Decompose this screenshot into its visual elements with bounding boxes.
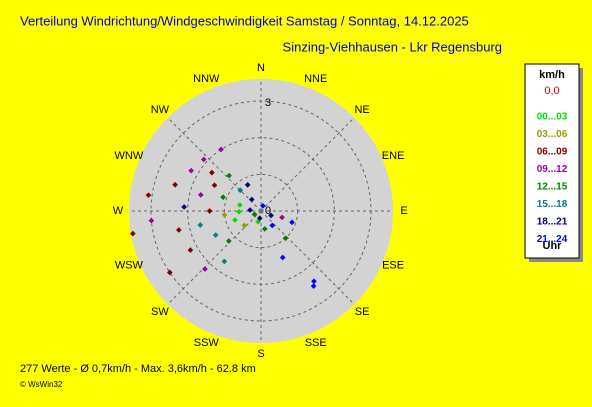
- spoke: [260, 117, 355, 212]
- chart-subtitle: Sinzing-Viehhausen - Lkr Regensburg: [283, 39, 502, 54]
- direction-label: ESE: [382, 260, 404, 272]
- point: [197, 192, 204, 198]
- point: [209, 169, 215, 176]
- legend-entry: 06...09: [537, 147, 568, 158]
- direction-label: NNW: [193, 73, 220, 85]
- legend-footer: Uhr: [543, 240, 563, 252]
- point: [200, 156, 207, 163]
- point: [310, 283, 317, 289]
- r-tick-label: 0: [265, 205, 271, 217]
- point: [220, 194, 226, 201]
- direction-label: S: [257, 348, 264, 360]
- point: [226, 172, 232, 179]
- copyright: © WsWin32: [20, 380, 63, 389]
- point: [172, 181, 178, 188]
- grid-ring: [187, 137, 335, 285]
- point: [188, 167, 194, 174]
- legend-box: [524, 63, 580, 259]
- point: [268, 212, 274, 219]
- direction-label: N: [257, 62, 265, 74]
- direction-label: NNE: [304, 73, 327, 85]
- point: [247, 207, 253, 213]
- point: [260, 203, 266, 209]
- point: [212, 232, 219, 238]
- point: [206, 208, 213, 214]
- point: [225, 238, 232, 244]
- r-tick-label: 3: [265, 97, 271, 109]
- grid-ring: [223, 173, 299, 249]
- legend-entry: 21...24: [537, 234, 568, 245]
- point: [221, 258, 228, 265]
- legend-title: km/h: [539, 69, 565, 81]
- direction-label: SE: [355, 306, 370, 318]
- point: [129, 230, 136, 237]
- point: [211, 182, 218, 189]
- direction-label: NW: [151, 104, 170, 116]
- direction-label: W: [113, 205, 124, 217]
- direction-label: SSE: [305, 337, 327, 349]
- point: [197, 222, 204, 228]
- point: [279, 254, 286, 261]
- point: [237, 202, 243, 208]
- point: [256, 215, 263, 222]
- point: [311, 278, 317, 285]
- point: [148, 217, 155, 224]
- point: [236, 208, 242, 215]
- point: [269, 222, 276, 229]
- point: [282, 235, 289, 242]
- point: [244, 182, 251, 188]
- legend-calm: 0,0: [544, 85, 559, 97]
- direction-label: E: [400, 205, 407, 217]
- point: [241, 222, 248, 229]
- legend-entry: 15...18: [537, 199, 568, 210]
- point: [202, 266, 208, 272]
- chart-title: Verteilung Windrichtung/Windgeschwindigk…: [20, 13, 469, 28]
- direction-label: NE: [354, 104, 369, 116]
- legend-entry: 00...03: [537, 112, 568, 123]
- point: [175, 227, 182, 233]
- legend-entry: 18...21: [537, 217, 568, 228]
- legend-entry: 03...06: [537, 129, 568, 140]
- point: [279, 214, 285, 221]
- point: [261, 226, 268, 232]
- point: [218, 146, 224, 153]
- point: [289, 219, 295, 226]
- direction-label: WNW: [115, 150, 144, 162]
- spoke: [167, 117, 262, 212]
- point: [145, 192, 152, 199]
- point: [187, 247, 194, 253]
- direction-label: ENE: [382, 150, 405, 162]
- direction-label: WSW: [115, 260, 144, 272]
- point: [248, 196, 255, 203]
- direction-label: SW: [151, 306, 169, 318]
- point: [181, 204, 187, 210]
- legend-entry: 09...12: [537, 164, 568, 175]
- direction-label: SSW: [194, 337, 220, 349]
- point: [232, 217, 238, 223]
- point: [166, 269, 173, 276]
- grid-ring: [150, 100, 372, 322]
- point: [237, 187, 244, 194]
- point: [221, 212, 228, 218]
- legend-entry: 12...15: [537, 182, 568, 193]
- footer: 277 Werte - Ø 0,7km/h - Max. 3,6km/h - 6…: [20, 363, 256, 375]
